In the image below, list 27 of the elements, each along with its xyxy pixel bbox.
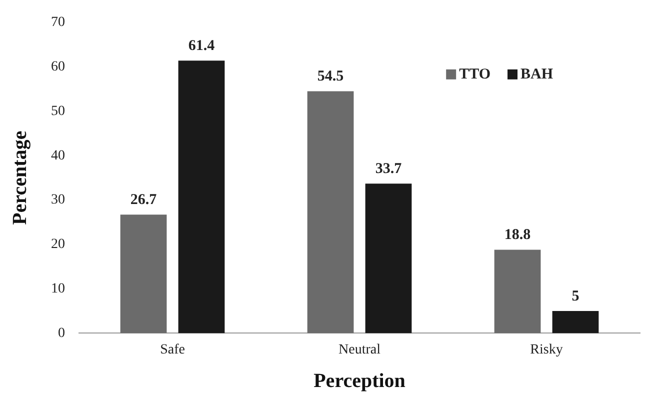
y-tick-label: 30 <box>51 192 65 208</box>
data-label: 26.7 <box>130 192 158 208</box>
data-label: 33.7 <box>375 160 402 177</box>
y-tick-label: 40 <box>51 148 65 164</box>
y-axis-title: Percentage <box>9 130 32 225</box>
data-label: 61.4 <box>188 38 216 54</box>
bar <box>552 311 599 334</box>
bar <box>307 91 354 334</box>
y-tick-label: 70 <box>51 15 65 30</box>
legend-label: TTO <box>459 66 490 82</box>
x-axis-title: Perception <box>314 370 406 392</box>
bar <box>494 250 541 334</box>
x-tick-label: Risky <box>530 342 563 358</box>
x-tick-label: Safe <box>160 342 185 358</box>
y-tick-label: 60 <box>51 59 65 74</box>
y-tick-label: 10 <box>51 281 65 296</box>
x-tick-label: Neutral <box>338 342 381 358</box>
legend-label: BAH <box>520 66 554 82</box>
bar <box>178 60 225 334</box>
y-tick-label: 20 <box>51 237 65 252</box>
data-label: 18.8 <box>504 227 531 244</box>
bar <box>365 184 412 334</box>
bar <box>120 214 167 334</box>
y-tick-label: 0 <box>58 326 65 341</box>
data-label: 54.5 <box>317 68 344 85</box>
y-tick-label: 50 <box>51 104 65 119</box>
data-label: 5 <box>572 288 580 304</box>
